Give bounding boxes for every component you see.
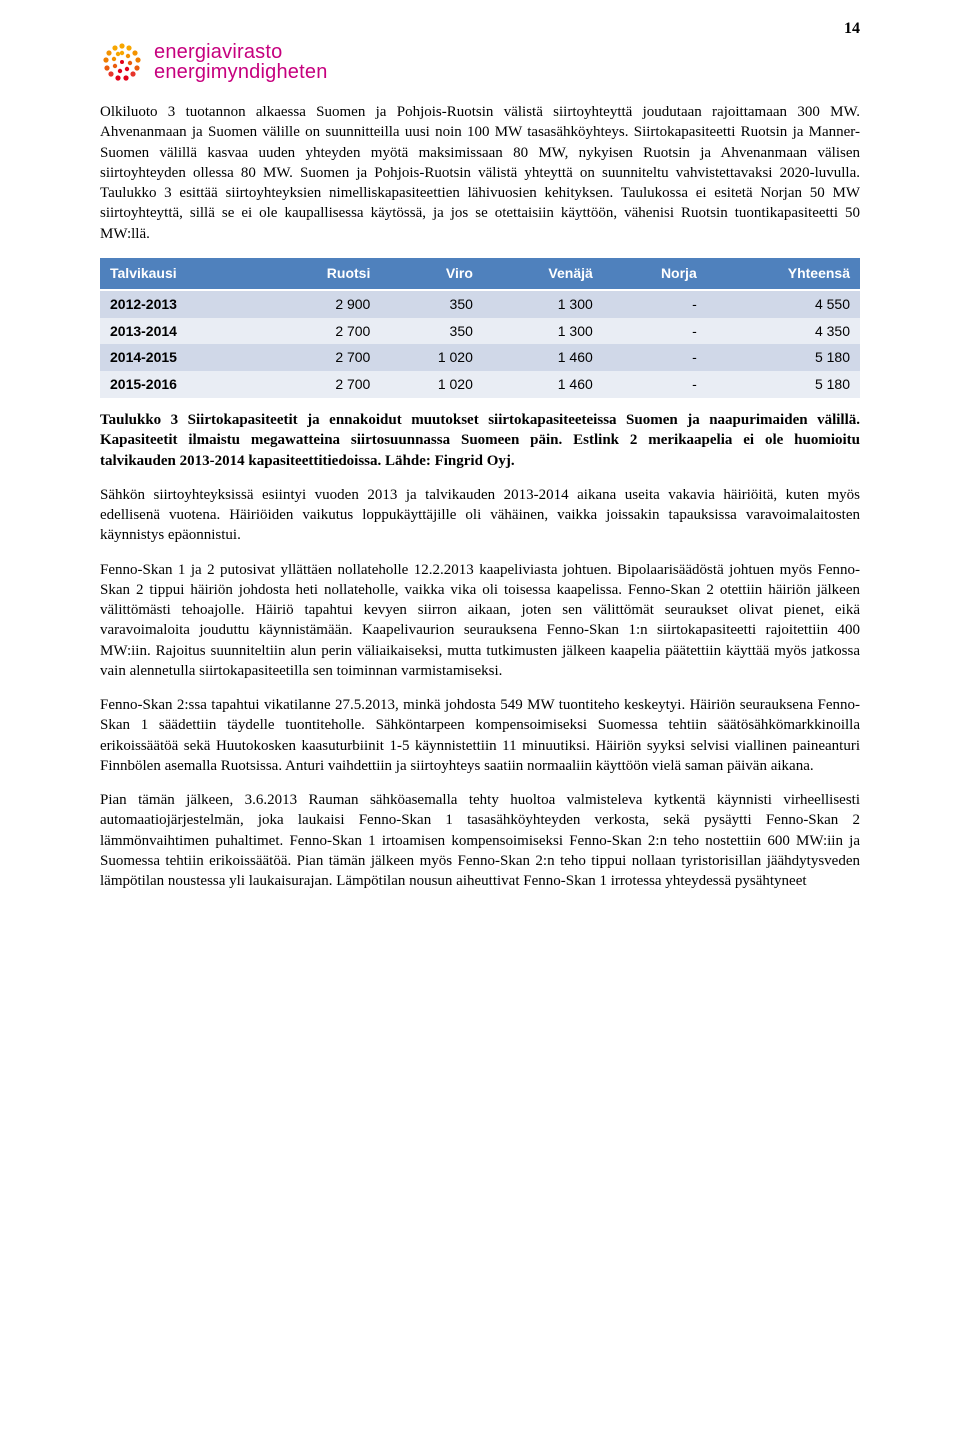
paragraph-4: Fenno-Skan 2:ssa tapahtui vikatilanne 27… xyxy=(100,695,860,776)
table-row: 2015-2016 2 700 1 020 1 460 - 5 180 xyxy=(100,371,860,398)
logo: energiavirasto energimyndigheten xyxy=(100,40,860,84)
sunburst-icon xyxy=(100,40,144,84)
col-viro: Viro xyxy=(380,258,483,290)
col-yhteensa: Yhteensä xyxy=(707,258,860,290)
page-number: 14 xyxy=(844,18,860,40)
paragraph-2: Sähkön siirtoyhteyksissä esiintyi vuoden… xyxy=(100,485,860,546)
col-venaja: Venäjä xyxy=(483,258,603,290)
logo-line1: energiavirasto xyxy=(154,42,328,62)
table-row: 2014-2015 2 700 1 020 1 460 - 5 180 xyxy=(100,344,860,371)
logo-text: energiavirasto energimyndigheten xyxy=(154,42,328,82)
paragraph-1: Olkiluoto 3 tuotannon alkaessa Suomen ja… xyxy=(100,102,860,244)
table-header-row: Talvikausi Ruotsi Viro Venäjä Norja Yhte… xyxy=(100,258,860,290)
table-row: 2013-2014 2 700 350 1 300 - 4 350 xyxy=(100,318,860,345)
table-row: 2012-2013 2 900 350 1 300 - 4 550 xyxy=(100,290,860,318)
col-ruotsi: Ruotsi xyxy=(262,258,380,290)
paragraph-3: Fenno-Skan 1 ja 2 putosivat yllättäen no… xyxy=(100,560,860,682)
col-norja: Norja xyxy=(603,258,707,290)
col-talvikausi: Talvikausi xyxy=(100,258,262,290)
paragraph-5: Pian tämän jälkeen, 3.6.2013 Rauman sähk… xyxy=(100,790,860,891)
logo-line2: energimyndigheten xyxy=(154,62,328,82)
capacity-table: Talvikausi Ruotsi Viro Venäjä Norja Yhte… xyxy=(100,258,860,398)
table-caption: Taulukko 3 Siirtokapasiteetit ja ennakoi… xyxy=(100,410,860,471)
